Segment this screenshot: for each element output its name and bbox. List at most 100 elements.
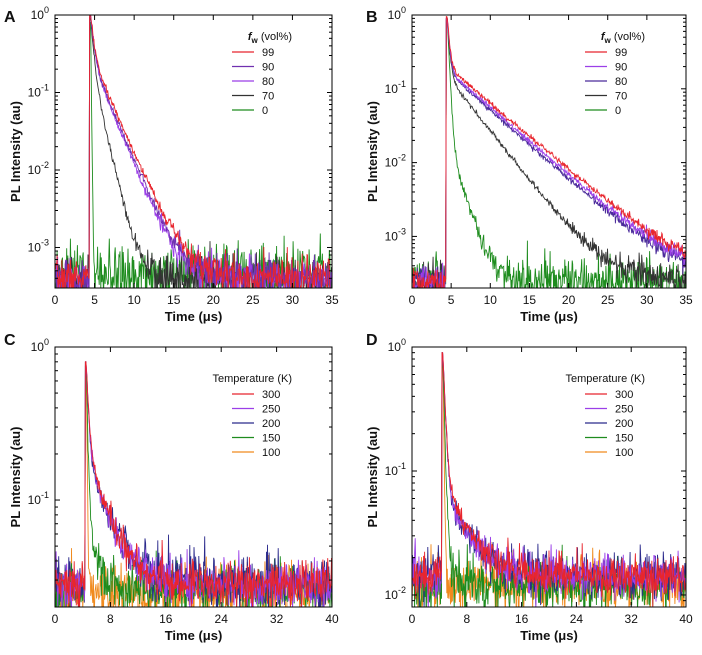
y-tick-label: 100 [388, 337, 406, 354]
panel-C: 0 8 16 24 32 40 100 10-1 Time (μs) PL Intensity (… [4, 332, 339, 643]
legend: fw (vol%) 99 90 80 70 0 [232, 31, 292, 117]
series-group [55, 15, 332, 288]
x-tick-label: 30 [640, 293, 654, 307]
x-tick-label: 35 [325, 293, 339, 307]
series-group [412, 352, 686, 607]
x-axis-label: Time (μs) [165, 628, 223, 643]
x-axis-label: Time (μs) [520, 628, 578, 643]
legend-entry-label: 80 [615, 76, 627, 88]
legend: Temperature (K) 300 250 200 150 100 [213, 373, 292, 459]
y-tick-label: 10-2 [28, 160, 49, 177]
legend-entry-label: 200 [262, 418, 280, 430]
series-line-C-150 [55, 365, 332, 607]
x-tick-label: 40 [679, 612, 693, 626]
y-axis-label: PL Intensity (au) [8, 427, 23, 528]
series-line-B-90 [412, 17, 686, 288]
legend-title: Temperature (K) [213, 373, 292, 385]
legend-entry-label: 70 [615, 91, 627, 103]
legend-entry-label: 100 [615, 447, 633, 459]
legend-entry-label: 300 [262, 389, 280, 401]
legend-title: fw (vol%) [601, 31, 645, 45]
y-axis-label: PL Intensity (au) [365, 101, 380, 202]
legend-entry-label: 99 [262, 47, 274, 59]
legend: fw (vol%) 99 90 80 70 0 [585, 31, 645, 117]
x-tick-label: 5 [91, 293, 98, 307]
x-tick-label: 0 [52, 612, 59, 626]
x-tick-label: 15 [167, 293, 181, 307]
legend-entry-label: 90 [262, 62, 274, 74]
legend-entry-label: 200 [615, 418, 633, 430]
x-tick-label: 0 [409, 293, 416, 307]
legend-entry-label: 300 [615, 389, 633, 401]
x-axis-label: Time (μs) [165, 309, 223, 324]
panel-D: 0 8 16 24 32 40 100 10-1 10-2 Time (μs) PL Intensi… [365, 332, 693, 643]
legend-entry-label: 150 [262, 433, 280, 445]
series-line-B-70 [412, 18, 686, 288]
x-tick-label: 30 [286, 293, 300, 307]
panel-label: A [4, 9, 16, 26]
series-group [412, 16, 686, 288]
x-tick-label: 25 [601, 293, 615, 307]
x-tick-label: 32 [625, 612, 639, 626]
y-tick-label: 100 [388, 5, 406, 22]
legend: Temperature (K) 300 250 200 150 100 [566, 373, 645, 459]
y-tick-label: 10-2 [385, 585, 406, 602]
series-group [55, 361, 332, 607]
x-tick-label: 16 [515, 612, 529, 626]
legend-title: fw (vol%) [248, 31, 292, 45]
y-tick-label: 10-2 [385, 153, 406, 170]
legend-entry-label: 80 [262, 76, 274, 88]
x-tick-label: 35 [679, 293, 693, 307]
x-tick-label: 8 [107, 612, 114, 626]
x-tick-label: 40 [325, 612, 339, 626]
y-tick-label: 10-3 [28, 237, 49, 254]
legend-entry-label: 100 [262, 447, 280, 459]
x-tick-label: 15 [523, 293, 537, 307]
x-tick-label: 5 [448, 293, 455, 307]
x-tick-label: 25 [246, 293, 260, 307]
legend-entry-label: 250 [615, 404, 633, 416]
plot-frame [54, 346, 333, 608]
legend-entry-label: 250 [262, 404, 280, 416]
series-line-B-99 [412, 16, 686, 288]
x-tick-label: 20 [207, 293, 221, 307]
series-line-C-300 [55, 361, 332, 607]
y-axis-label: PL Intensity (au) [365, 427, 380, 528]
x-tick-label: 0 [409, 612, 416, 626]
series-line-D-300 [412, 352, 686, 607]
plot-frame [411, 14, 687, 289]
y-tick-label: 10-1 [385, 461, 406, 478]
legend-entry-label: 150 [615, 433, 633, 445]
x-tick-label: 24 [215, 612, 229, 626]
panel-label: C [4, 332, 16, 349]
plot-frame [54, 14, 333, 289]
y-tick-label: 10-3 [385, 226, 406, 243]
series-line-A-99 [55, 15, 331, 288]
legend-entry-label: 70 [262, 91, 274, 103]
x-tick-label: 24 [570, 612, 584, 626]
legend-title: Temperature (K) [566, 373, 645, 385]
panel-A: 0 5 10 15 20 25 30 35 100 10-1 10-2 10-3 Time (μs) PL… [4, 5, 339, 324]
x-tick-label: 10 [484, 293, 498, 307]
x-tick-label: 16 [159, 612, 173, 626]
y-axis-label: PL Intensity (au) [8, 101, 23, 202]
x-tick-label: 0 [52, 293, 59, 307]
legend-entry-label: 99 [615, 47, 627, 59]
panel-label: B [366, 9, 378, 26]
x-tick-label: 8 [463, 612, 470, 626]
x-tick-label: 20 [562, 293, 576, 307]
x-tick-label: 32 [270, 612, 284, 626]
y-tick-label: 100 [31, 5, 49, 22]
x-axis-label: Time (μs) [520, 309, 578, 324]
panel-B: 0 5 10 15 20 25 30 35 100 10-1 10-2 10-3 Time (μs) PL… [365, 5, 693, 324]
y-tick-label: 10-1 [385, 79, 406, 96]
panel-label: D [366, 332, 378, 349]
legend-entry-label: 0 [262, 105, 268, 117]
y-tick-label: 100 [31, 337, 49, 354]
x-tick-label: 10 [127, 293, 141, 307]
y-tick-label: 10-1 [28, 82, 49, 99]
legend-entry-label: 0 [615, 105, 621, 117]
legend-entry-label: 90 [615, 62, 627, 74]
y-tick-label: 10-1 [28, 490, 49, 507]
